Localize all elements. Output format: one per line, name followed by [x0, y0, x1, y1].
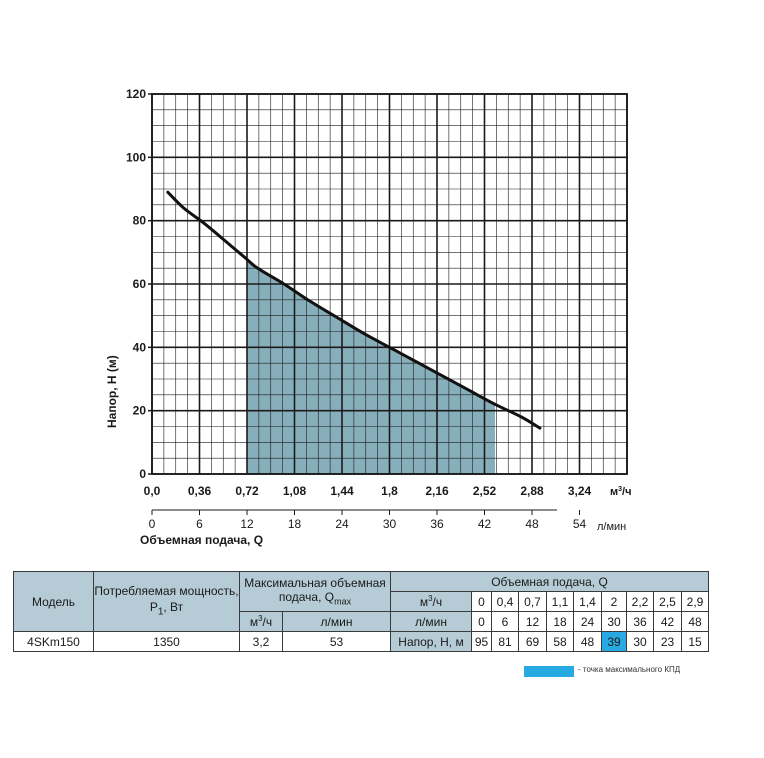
head-cell: 15: [681, 631, 709, 652]
qmax-m3-header: м3/ч: [239, 611, 283, 632]
flow-lmin-cell: 12: [518, 611, 547, 632]
y-axis-title: Напор, Н (м): [105, 355, 119, 428]
header-power-text: Потребляемая мощность, P: [94, 583, 239, 614]
x2-axis-unit: л/мин: [597, 521, 626, 533]
x-tick-label: 1,08: [283, 484, 307, 498]
power-cell: 1350: [93, 631, 240, 652]
head-cell: 95: [471, 631, 492, 652]
y-tick-label: 40: [133, 340, 147, 354]
y-tick-label: 80: [133, 214, 147, 228]
y-tick-label: 20: [133, 404, 147, 418]
row-lmin-label: л/мин: [390, 611, 472, 632]
flow-m3-cell: 2,9: [681, 591, 709, 612]
flow-m3-cell: 2,2: [626, 591, 654, 612]
x-tick-label: 1,8: [381, 484, 398, 498]
qmax-lmin-header: л/мин: [282, 611, 391, 632]
flow-lmin-cell: 30: [601, 611, 627, 632]
qmax-lmin-cell: 53: [282, 631, 391, 652]
row-head-label: Напор, Н, м: [390, 631, 472, 652]
y-tick-label: 0: [139, 467, 146, 481]
flow-m3-cell: 1,1: [546, 591, 574, 612]
x-tick-label: 0,0: [144, 484, 161, 498]
row-m3-label: м3/ч: [390, 591, 472, 612]
flow-m3-cell: 0,7: [518, 591, 547, 612]
x-axis-unit-m3h: м3/ч: [610, 486, 632, 498]
head-cell: 69: [518, 631, 547, 652]
head-curve-layer: [166, 190, 542, 430]
model-cell: 4SKm150: [13, 631, 94, 652]
flow-m3-cell: 1,4: [573, 591, 602, 612]
major-grid: [151, 93, 628, 475]
header-power: Потребляемая мощность, P1, Вт: [93, 571, 240, 632]
x2-tick-label: 42: [478, 517, 492, 531]
head-cell: 48: [573, 631, 602, 652]
x2-tick-label: 30: [383, 517, 397, 531]
qmax-m3-cell: 3,2: [239, 631, 283, 652]
x2-tick-label: 54: [573, 517, 587, 531]
head-cell: 23: [653, 631, 682, 652]
x-tick-label: 1,44: [330, 484, 354, 498]
flow-lmin-cell: 48: [681, 611, 709, 632]
x-tick-label: 0,72: [235, 484, 259, 498]
head-cell-max-efficiency: 39: [601, 631, 627, 652]
x-tick-label: 2,52: [473, 484, 497, 498]
x2-tick-label: 6: [196, 517, 203, 531]
head-cell: 58: [546, 631, 574, 652]
head-curve: [166, 190, 542, 430]
header-qmax-text: Максимальная объемная подача, Q: [244, 576, 386, 605]
flow-m3-cell: 0,4: [491, 591, 519, 612]
flow-lmin-cell: 6: [491, 611, 519, 632]
header-flow: Объемная подача, Q: [390, 571, 709, 592]
legend-swatch: [524, 666, 574, 677]
x2-tick-label: 48: [525, 517, 539, 531]
efficiency-band-fill: [247, 259, 496, 474]
y-tick-label: 60: [133, 277, 147, 291]
x2-tick-label: 12: [240, 517, 254, 531]
head-cell: 81: [491, 631, 519, 652]
x-tick-label: 3,24: [568, 484, 592, 498]
header-qmax: Максимальная объемная подача, Qmax: [239, 571, 391, 612]
head-cell: 30: [626, 631, 654, 652]
legend-text: - точка максимального КПД: [578, 665, 681, 674]
flow-lmin-cell: 42: [653, 611, 682, 632]
flow-lmin-cell: 24: [573, 611, 602, 632]
spec-table: Модель Потребляемая мощность, P1, Вт Мак…: [13, 571, 709, 652]
y-tick-label: 120: [126, 87, 146, 101]
x2-tick-label: 24: [335, 517, 349, 531]
y-tick-label: 100: [126, 150, 146, 164]
flow-m3-cell: 2,5: [653, 591, 682, 612]
flow-m3-cell: 0: [471, 591, 492, 612]
efficiency-band-area: [247, 259, 496, 474]
flow-lmin-cell: 36: [626, 611, 654, 632]
x-tick-label: 0,36: [188, 484, 212, 498]
x-axis-title: Объемная подача, Q: [140, 533, 263, 547]
x2-tick-label: 18: [288, 517, 302, 531]
flow-lmin-cell: 0: [471, 611, 492, 632]
x2-tick-label: 0: [149, 517, 156, 531]
x2-tick-label: 36: [430, 517, 444, 531]
flow-m3-cell: 2: [601, 591, 627, 612]
x-tick-label: 2,16: [425, 484, 449, 498]
header-model: Модель: [13, 571, 94, 632]
flow-lmin-cell: 18: [546, 611, 574, 632]
x-tick-label: 2,88: [520, 484, 544, 498]
